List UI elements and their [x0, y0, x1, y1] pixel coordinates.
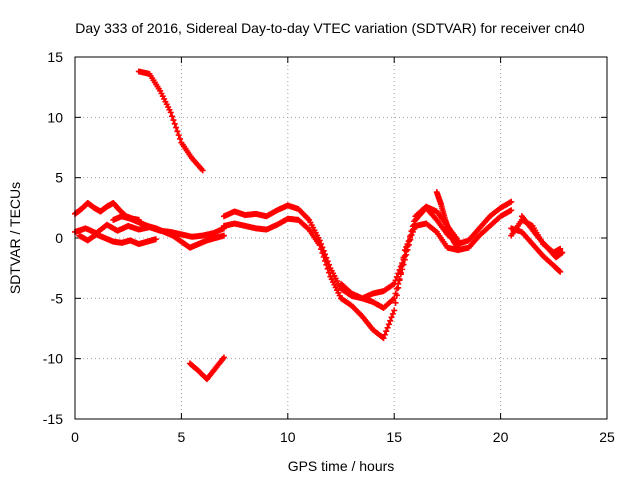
data-point: [388, 314, 395, 321]
data-point: [391, 280, 398, 287]
data-point: [559, 249, 566, 256]
data-point: [199, 167, 206, 174]
y-axis-title: SDTVAR / TECUs: [7, 182, 23, 294]
data-point: [391, 307, 398, 314]
series-track-8: [220, 207, 515, 342]
data-point: [380, 335, 387, 342]
series-track-6: [186, 354, 227, 383]
data-point: [508, 207, 515, 214]
x-axis-title: GPS time / hours: [288, 458, 395, 474]
data-point: [407, 233, 414, 240]
x-tick-label: 5: [178, 429, 186, 445]
data-point: [381, 331, 388, 338]
data-point: [405, 238, 412, 245]
series-track-10: [433, 189, 462, 251]
data-point: [173, 124, 180, 131]
data-point: [408, 228, 415, 235]
data-point: [455, 244, 462, 251]
y-tick-label: 10: [47, 109, 63, 125]
series-track-12: [508, 225, 564, 275]
data-point: [395, 284, 402, 291]
data-point: [319, 250, 326, 257]
data-point: [399, 260, 406, 267]
data-point: [404, 243, 411, 250]
data-point: [174, 128, 181, 135]
data-point: [396, 266, 403, 273]
data-point: [393, 292, 400, 299]
y-tick-label: 15: [47, 49, 63, 65]
data-point: [393, 273, 400, 280]
data-point: [152, 236, 159, 243]
series-track-13: [518, 213, 566, 261]
data-point: [411, 218, 418, 225]
data-point: [387, 317, 394, 324]
series-track-4: [110, 213, 227, 251]
data-point: [409, 223, 416, 230]
data-point: [322, 257, 329, 264]
y-tick-label: 5: [55, 170, 63, 186]
data-point: [400, 256, 407, 263]
data-point: [389, 310, 396, 317]
chart-title: Day 333 of 2016, Sidereal Day-to-day VTE…: [75, 20, 585, 36]
data-point: [323, 261, 330, 268]
data-point: [395, 270, 402, 277]
data-point: [316, 242, 323, 249]
series-track-2: [72, 221, 227, 240]
data-point: [326, 269, 333, 276]
data-point: [384, 324, 391, 331]
data-point: [391, 295, 398, 302]
data-point: [397, 263, 404, 270]
x-tick-label: 20: [493, 429, 509, 445]
series-track-3: [76, 231, 159, 248]
data-point: [403, 248, 410, 255]
data-point: [392, 299, 399, 306]
series-track-5: [135, 68, 206, 174]
y-tick-label: -15: [43, 411, 63, 427]
data-point: [401, 253, 408, 260]
data-point: [167, 109, 174, 116]
x-tick-label: 25: [599, 429, 615, 445]
data-point: [175, 132, 182, 139]
x-tick-label: 0: [71, 429, 79, 445]
y-tick-label: 0: [55, 230, 63, 246]
data-point: [220, 232, 227, 239]
data-point: [320, 254, 327, 261]
data-point: [171, 120, 178, 127]
plot-frame: [74, 56, 608, 420]
data-point: [508, 198, 515, 205]
y-tick-label: -5: [51, 290, 64, 306]
x-tick-label: 15: [386, 429, 402, 445]
data-point: [392, 277, 399, 284]
x-tick-label: 10: [280, 429, 296, 445]
data-point: [385, 321, 392, 328]
data-point: [170, 117, 177, 124]
data-point: [318, 246, 325, 253]
data-point: [557, 268, 564, 275]
data-layer: [72, 68, 566, 383]
data-point: [383, 328, 390, 335]
data-point: [177, 135, 184, 142]
data-point: [324, 265, 331, 272]
data-point: [169, 113, 176, 120]
tick-layer: 0 5 10 15 20 25 -15 -10 -5 0 5 10 15: [43, 49, 615, 445]
data-point: [220, 354, 227, 361]
y-tick-label: -10: [43, 351, 63, 367]
grid-layer: [75, 57, 607, 419]
